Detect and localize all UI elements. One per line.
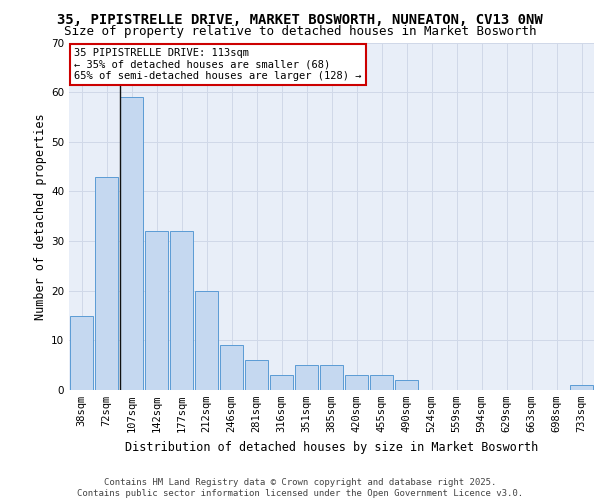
Bar bbox=[395, 380, 418, 390]
Bar bbox=[220, 346, 244, 390]
Text: 35 PIPISTRELLE DRIVE: 113sqm
← 35% of detached houses are smaller (68)
65% of se: 35 PIPISTRELLE DRIVE: 113sqm ← 35% of de… bbox=[74, 48, 362, 81]
Bar bbox=[269, 375, 293, 390]
Bar bbox=[245, 360, 268, 390]
Text: 35, PIPISTRELLE DRIVE, MARKET BOSWORTH, NUNEATON, CV13 0NW: 35, PIPISTRELLE DRIVE, MARKET BOSWORTH, … bbox=[57, 12, 543, 26]
Bar bbox=[95, 176, 118, 390]
Bar bbox=[145, 231, 169, 390]
Bar bbox=[344, 375, 368, 390]
Bar bbox=[194, 290, 218, 390]
Bar bbox=[569, 385, 593, 390]
Text: Size of property relative to detached houses in Market Bosworth: Size of property relative to detached ho… bbox=[64, 25, 536, 38]
Bar bbox=[70, 316, 94, 390]
Bar bbox=[295, 365, 319, 390]
Bar bbox=[320, 365, 343, 390]
Bar bbox=[119, 97, 143, 390]
Text: Contains HM Land Registry data © Crown copyright and database right 2025.
Contai: Contains HM Land Registry data © Crown c… bbox=[77, 478, 523, 498]
X-axis label: Distribution of detached houses by size in Market Bosworth: Distribution of detached houses by size … bbox=[125, 440, 538, 454]
Y-axis label: Number of detached properties: Number of detached properties bbox=[34, 113, 47, 320]
Bar bbox=[170, 231, 193, 390]
Bar bbox=[370, 375, 394, 390]
